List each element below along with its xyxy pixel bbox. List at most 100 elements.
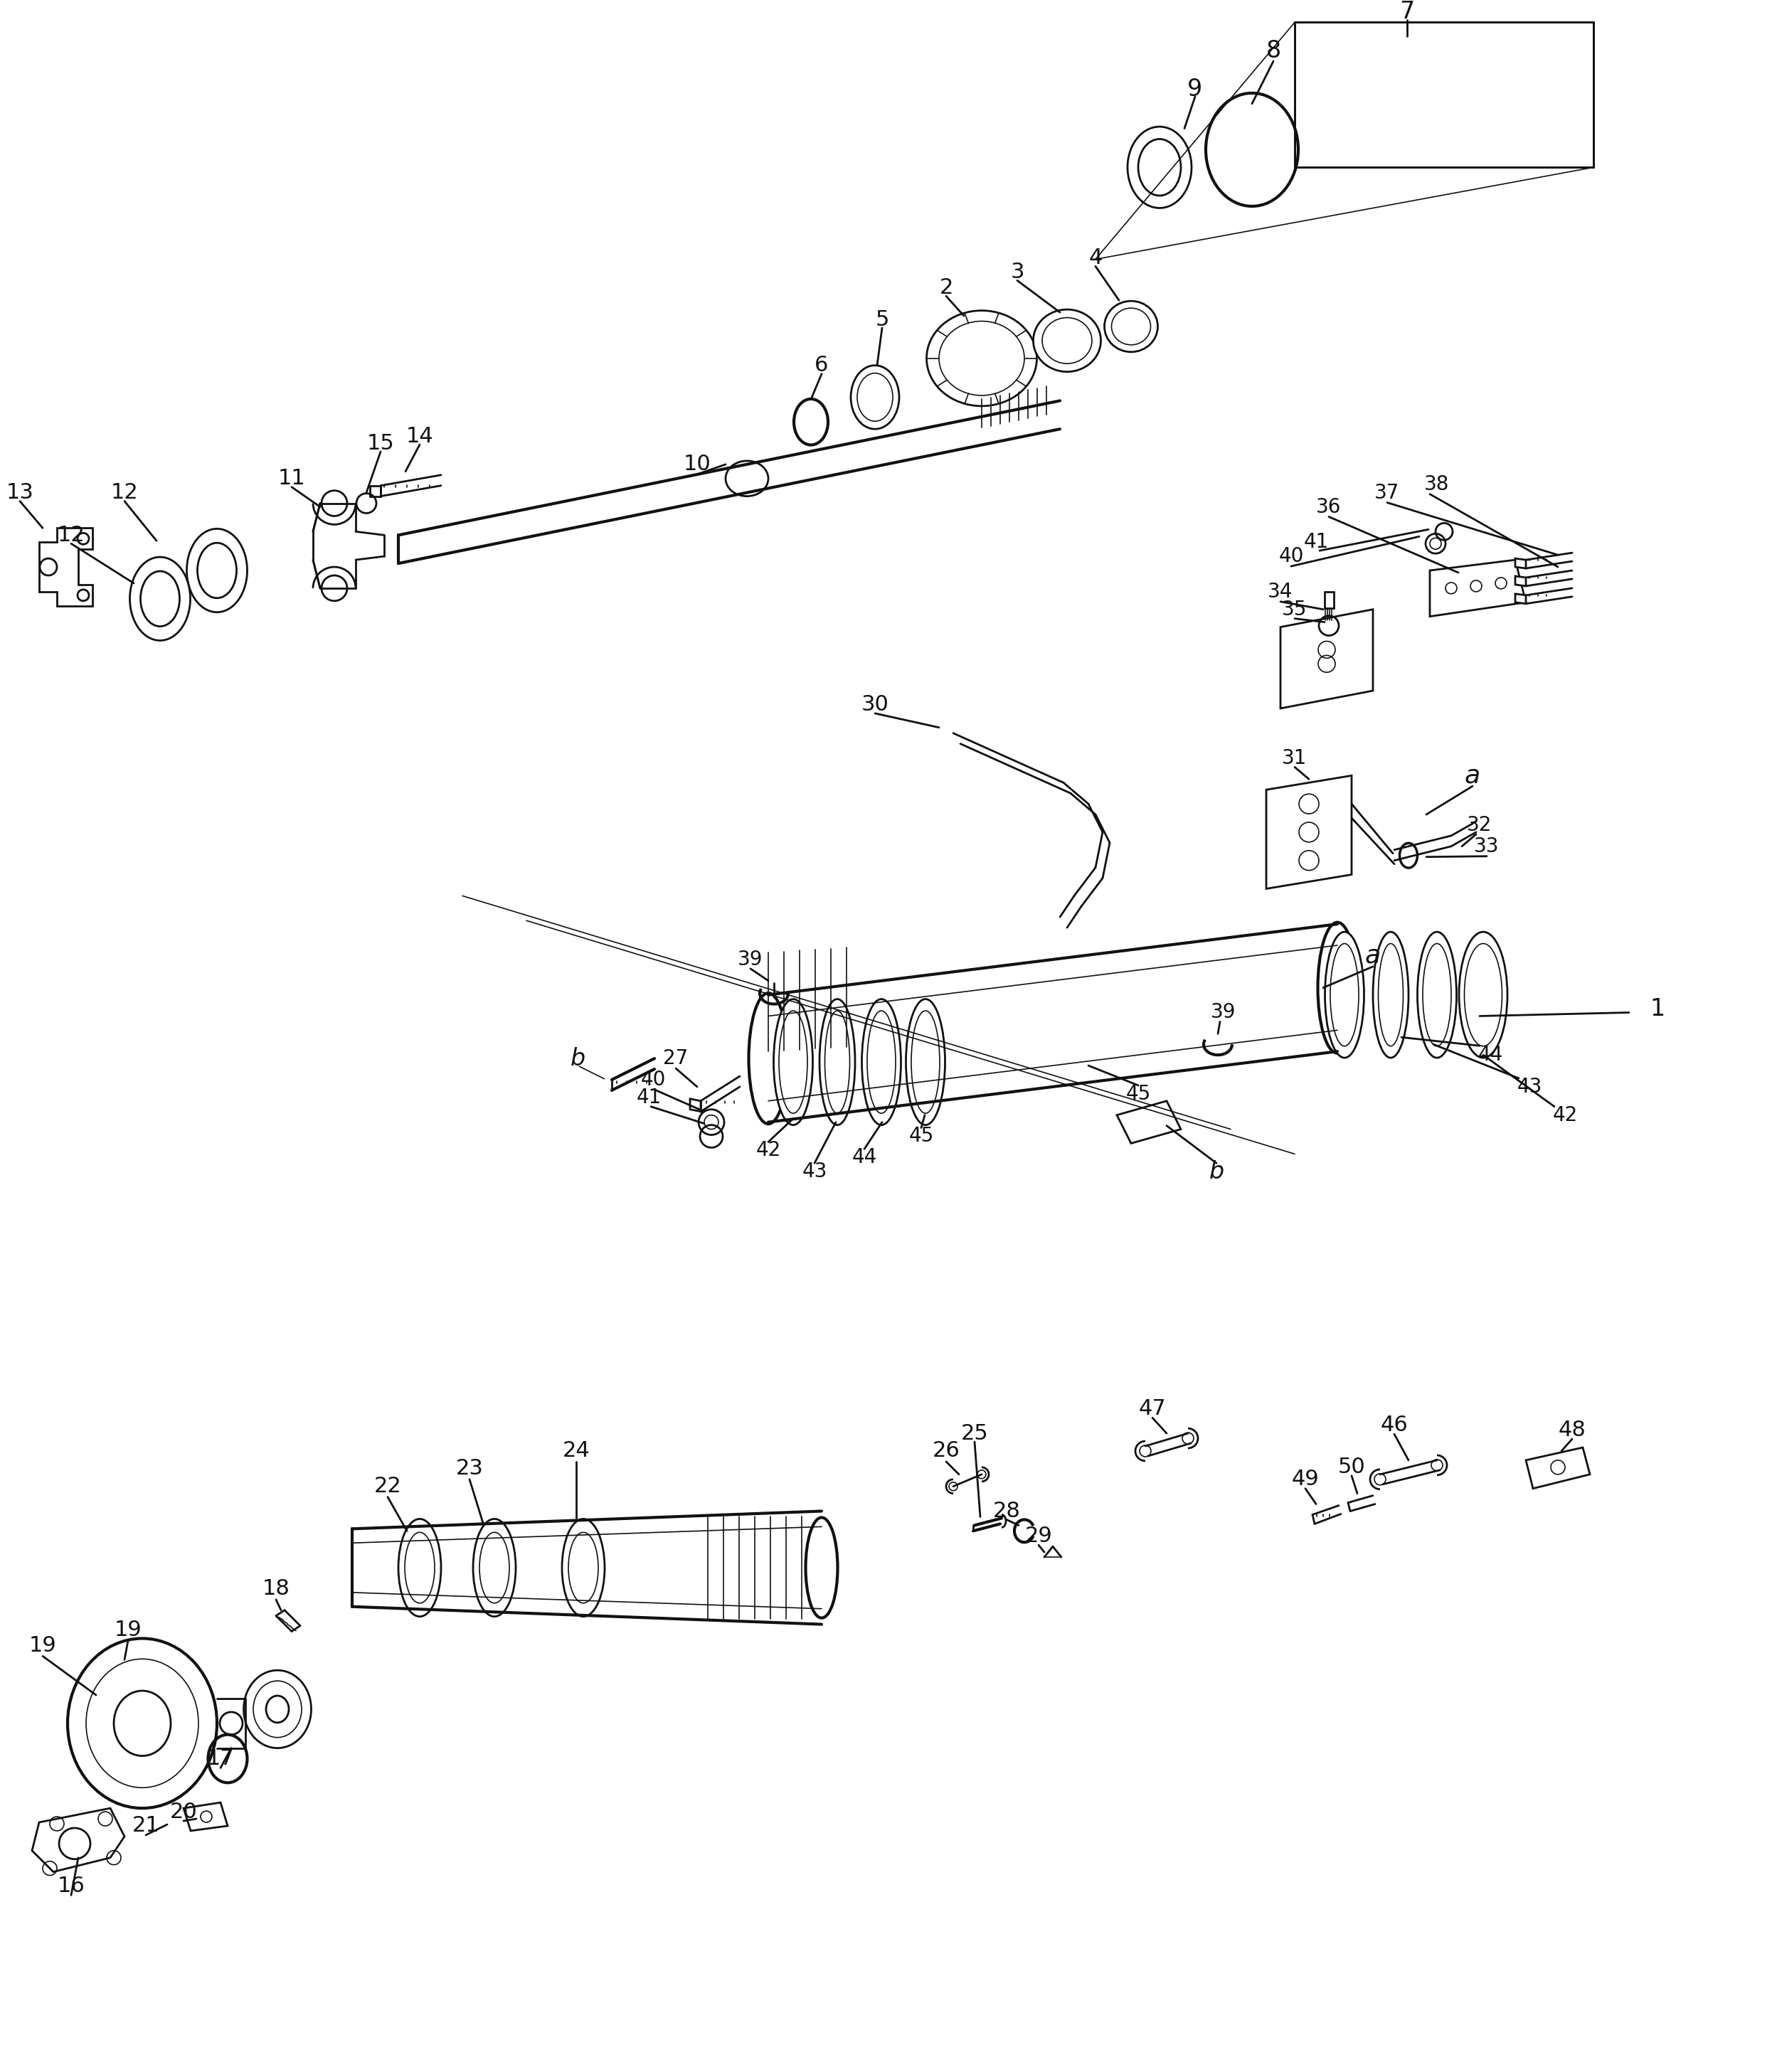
Ellipse shape [825, 1011, 849, 1113]
Ellipse shape [1041, 317, 1091, 363]
Ellipse shape [725, 460, 768, 495]
Text: 22: 22 [373, 1475, 402, 1496]
Text: 8: 8 [1265, 39, 1281, 62]
Ellipse shape [254, 1680, 302, 1738]
Ellipse shape [140, 572, 179, 626]
Ellipse shape [1423, 943, 1452, 1046]
Polygon shape [1118, 1100, 1182, 1144]
Ellipse shape [1379, 943, 1404, 1046]
Text: 31: 31 [1283, 748, 1308, 769]
Ellipse shape [773, 999, 812, 1125]
Text: 39: 39 [1210, 1003, 1237, 1021]
Text: 28: 28 [993, 1500, 1020, 1521]
Polygon shape [1430, 559, 1526, 617]
Ellipse shape [1326, 932, 1365, 1059]
Text: 17: 17 [206, 1749, 235, 1769]
Text: 13: 13 [5, 483, 34, 503]
Ellipse shape [473, 1519, 515, 1616]
Text: 38: 38 [1425, 474, 1450, 493]
Text: 12: 12 [57, 524, 85, 545]
Ellipse shape [114, 1691, 171, 1755]
Text: a: a [1365, 945, 1381, 968]
Text: 45: 45 [908, 1127, 933, 1146]
Ellipse shape [1128, 126, 1192, 207]
Ellipse shape [1418, 932, 1457, 1059]
Text: b: b [1208, 1160, 1224, 1183]
Text: 41: 41 [636, 1088, 661, 1106]
Polygon shape [183, 1803, 227, 1832]
Ellipse shape [906, 999, 945, 1125]
Text: 16: 16 [57, 1875, 85, 1896]
Text: 27: 27 [663, 1048, 688, 1069]
Ellipse shape [748, 992, 787, 1123]
Text: 18: 18 [263, 1579, 290, 1600]
Polygon shape [1516, 576, 1526, 586]
Ellipse shape [1459, 932, 1507, 1059]
Polygon shape [1516, 559, 1526, 568]
Ellipse shape [805, 1517, 837, 1618]
Text: 11: 11 [277, 468, 306, 489]
Text: 3: 3 [1011, 261, 1024, 282]
Text: 30: 30 [862, 694, 888, 715]
Polygon shape [32, 1809, 124, 1871]
Text: 19: 19 [28, 1635, 57, 1656]
Ellipse shape [926, 311, 1036, 406]
Ellipse shape [1464, 943, 1502, 1046]
Ellipse shape [197, 543, 236, 599]
Text: 42: 42 [1553, 1104, 1578, 1125]
Ellipse shape [912, 1011, 940, 1113]
Text: 47: 47 [1139, 1399, 1166, 1419]
Text: 20: 20 [171, 1801, 197, 1821]
Text: 10: 10 [684, 454, 711, 474]
Ellipse shape [569, 1533, 599, 1604]
Ellipse shape [68, 1639, 217, 1809]
Text: 43: 43 [801, 1162, 826, 1181]
Text: 35: 35 [1283, 599, 1308, 620]
Text: 6: 6 [814, 354, 828, 375]
Text: 40: 40 [640, 1069, 666, 1090]
Text: 29: 29 [1025, 1525, 1052, 1546]
Text: 4: 4 [1089, 247, 1102, 267]
Text: 34: 34 [1267, 582, 1294, 601]
Text: 48: 48 [1558, 1419, 1585, 1440]
Ellipse shape [130, 557, 190, 640]
Ellipse shape [267, 1695, 290, 1722]
Text: a: a [1464, 762, 1480, 787]
Text: 21: 21 [131, 1815, 160, 1836]
Text: 40: 40 [1279, 547, 1304, 566]
Text: 12: 12 [110, 483, 139, 503]
Text: 44: 44 [851, 1148, 876, 1167]
Text: 50: 50 [1338, 1457, 1365, 1477]
Ellipse shape [187, 528, 247, 611]
Text: 45: 45 [1125, 1084, 1151, 1104]
Ellipse shape [862, 999, 901, 1125]
Polygon shape [39, 528, 92, 605]
Polygon shape [1516, 595, 1526, 603]
Polygon shape [1295, 23, 1594, 168]
Ellipse shape [778, 1011, 807, 1113]
Ellipse shape [243, 1670, 311, 1749]
Text: 44: 44 [1478, 1044, 1503, 1065]
Text: 2: 2 [940, 278, 952, 298]
Text: 41: 41 [1304, 533, 1329, 551]
Ellipse shape [405, 1533, 435, 1604]
Text: 36: 36 [1317, 497, 1342, 516]
Text: 49: 49 [1292, 1469, 1319, 1490]
Text: b: b [570, 1046, 585, 1071]
Ellipse shape [819, 999, 855, 1125]
Ellipse shape [1331, 943, 1359, 1046]
Ellipse shape [1319, 922, 1358, 1053]
Text: 5: 5 [876, 309, 888, 329]
Text: 42: 42 [755, 1140, 780, 1160]
Ellipse shape [851, 365, 899, 429]
Text: 26: 26 [933, 1440, 960, 1461]
Text: 43: 43 [1518, 1077, 1542, 1096]
Ellipse shape [1374, 932, 1409, 1059]
Text: 32: 32 [1468, 814, 1493, 835]
Ellipse shape [1104, 300, 1159, 352]
Text: 25: 25 [961, 1423, 988, 1444]
Text: 23: 23 [455, 1459, 483, 1479]
Text: 1: 1 [1649, 997, 1665, 1021]
Ellipse shape [1032, 309, 1100, 371]
Text: 7: 7 [1400, 0, 1414, 23]
